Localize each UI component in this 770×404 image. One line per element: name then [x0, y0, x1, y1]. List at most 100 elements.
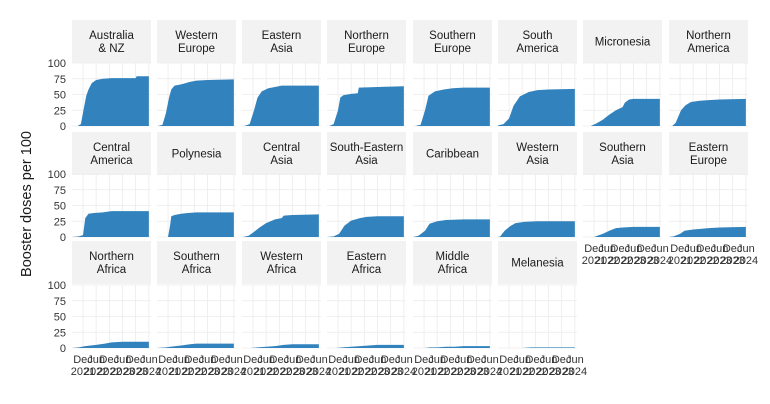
x-tick-label: Jun 2023	[195, 354, 219, 378]
facet-panel: Western Asia	[498, 132, 577, 238]
x-tick-label: Dec 2022	[182, 354, 206, 378]
area-series	[413, 219, 490, 237]
x-tick-label: Jun 2023	[280, 354, 304, 378]
y-tick-label: 25	[54, 216, 66, 228]
facet-title: Southern Europe	[429, 30, 476, 55]
x-tick-label: Jun 2024	[222, 354, 246, 378]
x-tick-label: Jun 2022	[84, 354, 108, 378]
x-tick-label: Dec 2022	[267, 354, 291, 378]
facet-title: Polynesia	[172, 149, 222, 161]
facet-panel: Micronesia	[583, 20, 662, 127]
facet-title: Western Asia	[516, 142, 559, 167]
y-tick-label: 25	[54, 327, 66, 339]
facet-title: Australia & NZ	[89, 30, 134, 55]
facet-strip	[498, 20, 577, 63]
area-series	[413, 346, 490, 348]
y-tick-label: 100	[48, 280, 66, 292]
area-series	[244, 85, 319, 126]
area-series	[243, 214, 319, 237]
y-tick-label: 0	[60, 121, 66, 133]
facet-panel: Northern Europe	[327, 20, 406, 127]
y-tick-label: 100	[48, 58, 66, 70]
x-tick-label: Dec 2023	[208, 354, 232, 378]
area-series	[157, 343, 234, 348]
facet-strip	[669, 20, 748, 63]
facet-strip	[327, 132, 406, 175]
area-series	[498, 88, 575, 126]
x-tick-label: Dec 2021	[156, 354, 180, 378]
facet-panel: Northern America	[669, 20, 748, 127]
y-tick-label: 50	[54, 201, 66, 213]
facet-title: South-Eastern Asia	[330, 142, 404, 167]
area-series	[242, 344, 319, 348]
x-tick-label: Jun 2022	[339, 354, 363, 378]
facet-title: Western Europe	[175, 30, 218, 55]
x-tick-label: Dec 2023	[634, 243, 658, 267]
facet-panel: South America	[498, 20, 577, 127]
facet-title: Western Africa	[260, 251, 303, 276]
x-tick-label: Jun 2024	[307, 354, 331, 378]
y-tick-label: 100	[48, 169, 66, 181]
x-tick-label: Dec 2023	[123, 354, 147, 378]
facet-title: Northern Europe	[344, 30, 389, 55]
x-tick-label: Jun 2024	[734, 243, 758, 267]
x-tick-label: Dec 2022	[608, 243, 632, 267]
y-tick-label: 25	[54, 105, 66, 117]
facet-title: Caribbean	[426, 149, 479, 161]
area-series	[77, 76, 149, 126]
facet-title: Southern Asia	[599, 142, 646, 167]
x-tick-label: Jun 2023	[451, 354, 475, 378]
x-tick-label: Jun 2022	[681, 243, 705, 267]
facet-title: Micronesia	[595, 37, 651, 49]
area-series	[327, 344, 404, 348]
x-tick-label: Jun 2024	[478, 354, 502, 378]
facet-title: Eastern Africa	[347, 251, 387, 276]
x-tick-label: Jun 2023	[621, 243, 645, 267]
facet-panel: Central Asia	[242, 132, 321, 238]
facet-strip	[242, 241, 321, 284]
x-tick-label: Dec 2023	[293, 354, 317, 378]
facet-panel: Polynesia	[157, 132, 236, 238]
x-tick-label: Dec 2023	[378, 354, 402, 378]
x-tick-label: Jun 2023	[536, 354, 560, 378]
facet-strip	[327, 20, 406, 63]
x-tick-label: Dec 2023	[549, 354, 573, 378]
x-tick-label: Jun 2024	[392, 354, 416, 378]
area-series	[72, 341, 149, 348]
facet-strip	[413, 241, 492, 284]
facet-strip	[669, 132, 748, 175]
facet-title: Central America	[90, 142, 133, 167]
x-tick-label: Jun 2024	[137, 354, 161, 378]
facet-panel: Eastern Asia	[242, 20, 321, 127]
x-tick-label: Dec 2021	[668, 243, 692, 267]
y-tick-label: 0	[60, 343, 66, 355]
area-series	[415, 87, 490, 126]
area-series	[669, 226, 746, 237]
x-tick-label: Dec 2022	[97, 354, 121, 378]
facet-title: Middle Africa	[436, 251, 470, 276]
area-series	[590, 98, 660, 126]
x-tick-label: Dec 2021	[497, 354, 521, 378]
y-axis-label: Booster doses per 100	[19, 131, 35, 277]
area-series	[498, 221, 575, 237]
facet-title: Eastern Asia	[262, 30, 302, 55]
area-series	[583, 226, 660, 237]
facet-strip	[413, 132, 492, 175]
facet-title: Northern Africa	[89, 251, 134, 276]
area-series	[157, 212, 234, 237]
facet-strip	[157, 241, 236, 284]
facet-strip	[327, 241, 406, 284]
y-tick-label: 75	[54, 296, 66, 308]
y-tick-label: 75	[54, 185, 66, 197]
x-tick-label: Dec 2021	[582, 243, 606, 267]
facet-strip	[157, 132, 236, 175]
x-tick-label: Jun 2022	[169, 354, 193, 378]
area-series	[498, 347, 575, 348]
x-tick-label: Dec 2023	[464, 354, 488, 378]
